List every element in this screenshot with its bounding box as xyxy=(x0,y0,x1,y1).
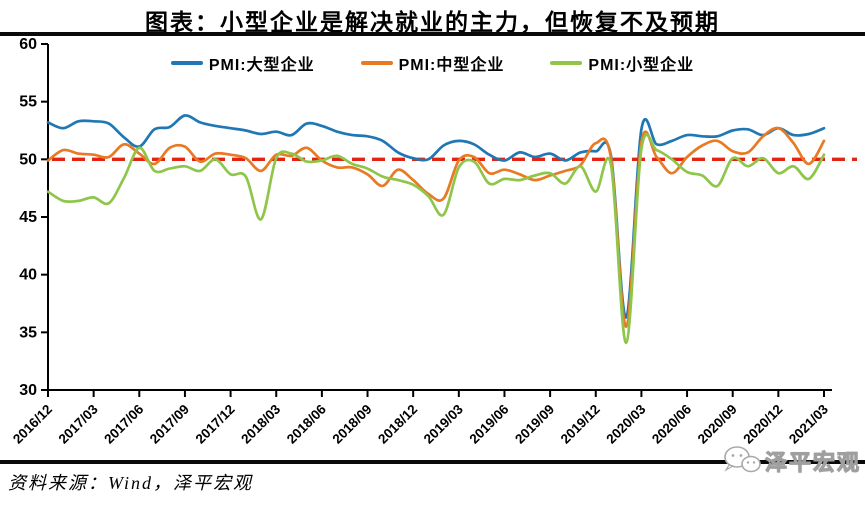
y-tick-label: 30 xyxy=(19,382,37,399)
legend-item-pmi-large-enterprises: PMI:大型企业 xyxy=(170,51,315,75)
x-tick-label: 2016/12 xyxy=(10,402,55,447)
legend-swatch-pmi-medium-enterprises xyxy=(360,61,393,65)
top-divider-rule xyxy=(0,32,865,36)
x-tick-label: 2021/03 xyxy=(786,401,831,446)
bottom-divider-rule xyxy=(0,460,865,464)
x-tick-label: 2018/09 xyxy=(330,402,375,447)
chart-legend: PMI:大型企业 PMI:中型企业 PMI:小型企业 xyxy=(0,51,865,75)
legend-swatch-pmi-large-enterprises xyxy=(170,61,203,65)
y-tick-label: 40 xyxy=(19,267,37,284)
x-tick-label: 2019/12 xyxy=(558,402,603,447)
wechat-chat-bubbles-icon xyxy=(724,446,761,473)
x-tick-label: 2018/03 xyxy=(238,401,283,446)
y-tick-label: 45 xyxy=(19,209,37,226)
x-tick-label: 2020/12 xyxy=(740,402,785,447)
y-tick-label: 35 xyxy=(19,324,37,341)
y-tick-label: 55 xyxy=(19,94,37,111)
x-tick-label: 2020/09 xyxy=(695,402,740,447)
source-note: 资料来源：Wind，泽平宏观 xyxy=(8,473,254,493)
x-tick-label: 2019/09 xyxy=(512,402,557,447)
page-title: 图表：小型企业是解决就业的主力，但恢复不及预期 xyxy=(145,9,720,35)
series-line-pmi-large-enterprises xyxy=(46,114,826,319)
x-tick-label: 2017/06 xyxy=(101,401,146,446)
y-tick-label: 60 xyxy=(19,36,37,53)
y-tick-label: 50 xyxy=(19,151,37,168)
x-tick-label: 2020/06 xyxy=(649,401,694,446)
x-tick-label: 2017/09 xyxy=(147,402,192,447)
legend-label-pmi-small-enterprises: PMI:小型企业 xyxy=(588,57,695,74)
x-tick-label: 2019/03 xyxy=(421,401,466,446)
x-tick-label: 2017/03 xyxy=(56,401,101,446)
series-line-pmi-small-enterprises xyxy=(46,133,826,345)
legend-label-pmi-large-enterprises: PMI:大型企业 xyxy=(208,57,315,74)
x-tick-label: 2017/12 xyxy=(193,402,238,447)
legend-label-pmi-medium-enterprises: PMI:中型企业 xyxy=(398,57,505,74)
x-tick-label: 2020/03 xyxy=(603,401,648,446)
x-tick-label: 2019/06 xyxy=(466,401,511,446)
legend-item-pmi-medium-enterprises: PMI:中型企业 xyxy=(360,51,505,75)
series-line-pmi-medium-enterprises xyxy=(46,126,826,328)
brand-watermark: 泽平宏观 xyxy=(722,442,861,480)
watermark-label: 泽平宏观 xyxy=(764,450,861,476)
x-tick-label: 2018/12 xyxy=(375,402,420,447)
x-tick-label: 2018/06 xyxy=(284,401,329,446)
legend-item-pmi-small-enterprises: PMI:小型企业 xyxy=(550,51,694,75)
legend-swatch-pmi-small-enterprises xyxy=(550,61,583,65)
